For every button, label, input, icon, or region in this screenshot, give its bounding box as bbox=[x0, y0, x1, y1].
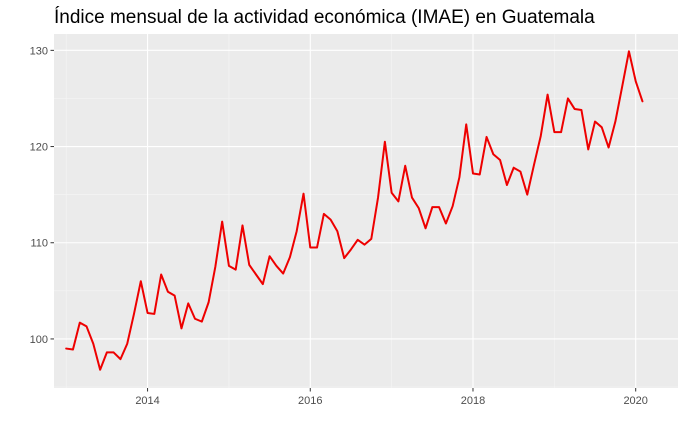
y-tick-label: 100 bbox=[30, 334, 48, 346]
minor-gridlines bbox=[54, 34, 678, 388]
x-tick-label: 2014 bbox=[135, 395, 159, 407]
x-tick-label: 2016 bbox=[298, 395, 322, 407]
x-tick-label: 2020 bbox=[623, 395, 647, 407]
y-tick-label: 110 bbox=[30, 238, 48, 250]
y-tick-label: 120 bbox=[30, 142, 48, 154]
y-tick-label: 130 bbox=[30, 45, 48, 57]
axis-ticks bbox=[50, 49, 637, 392]
plot-panel bbox=[54, 34, 678, 388]
chart-title: Índice mensual de la actividad económica… bbox=[54, 7, 595, 28]
x-tick-label: 2018 bbox=[461, 395, 485, 407]
series-line-imae bbox=[65, 50, 644, 371]
series-layer bbox=[65, 50, 644, 371]
axis-tick-labels: 2014 2016 2018 2020 100 110 120 130 bbox=[30, 45, 648, 407]
